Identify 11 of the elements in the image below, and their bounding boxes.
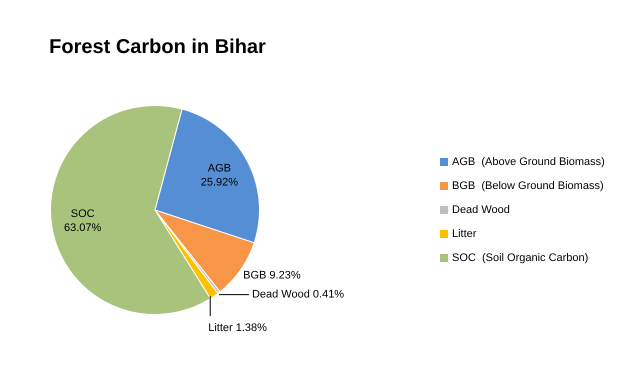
data-label: Litter 1.38% [208, 322, 268, 334]
legend-label: SOC (Soil Organic Carbon) [452, 252, 588, 264]
legend-label: Litter [452, 228, 476, 240]
legend-label: AGB (Above Ground Biomass) [452, 156, 605, 168]
data-label: Dead Wood 0.41% [252, 288, 344, 301]
data-label: BGB 9.23% [243, 270, 301, 282]
data-label: SOC 63.07% [64, 208, 102, 234]
chart-title: Forest Carbon in Bihar [48, 36, 267, 59]
data-label: AGB 25.92% [200, 162, 238, 188]
legend-label: Dead Wood [452, 204, 510, 216]
legend-label: BGB (Below Ground Biomass) [452, 180, 604, 192]
